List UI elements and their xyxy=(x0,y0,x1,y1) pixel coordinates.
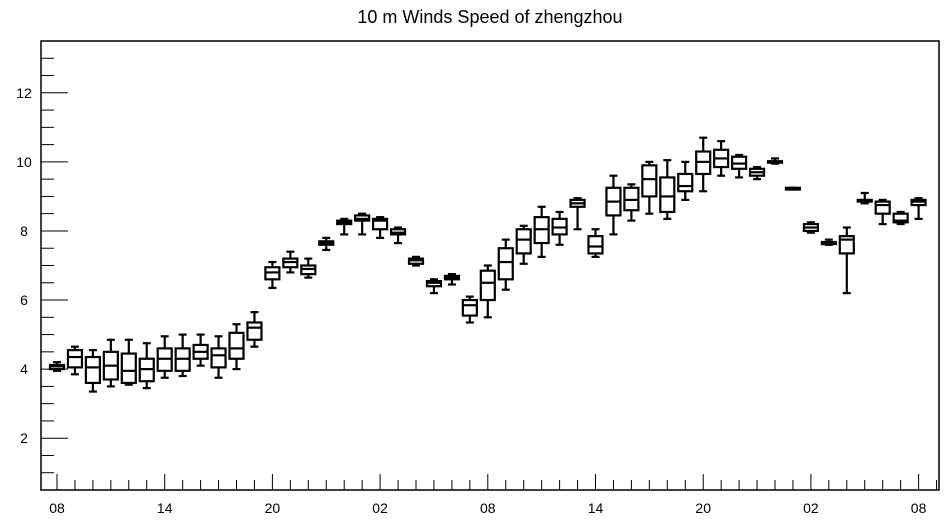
box-item xyxy=(874,198,891,226)
box-item xyxy=(336,217,353,236)
box-item xyxy=(156,335,173,379)
box-iqr xyxy=(892,212,909,224)
x-tick-label: 08 xyxy=(49,500,65,516)
box-item xyxy=(533,205,550,258)
chart-title: 10 m Winds Speed of zhengzhou xyxy=(357,7,622,27)
box-item xyxy=(623,183,640,222)
box-item xyxy=(551,210,568,246)
box-item xyxy=(730,153,748,179)
box-iqr xyxy=(210,347,227,369)
box-item xyxy=(784,186,802,191)
x-tick-label: 14 xyxy=(588,500,604,516)
y-tick-label: 12 xyxy=(16,85,32,101)
box-iqr xyxy=(641,164,658,198)
box-item xyxy=(282,250,299,274)
box-iqr xyxy=(228,331,245,360)
box-item xyxy=(479,264,496,319)
box-item xyxy=(820,238,837,246)
box-item xyxy=(695,136,712,193)
box-item xyxy=(587,228,604,258)
y-tick-label: 10 xyxy=(16,154,32,170)
x-tick-label: 20 xyxy=(695,500,711,516)
box-item xyxy=(748,165,766,181)
box-iqr xyxy=(587,235,604,255)
box-item xyxy=(407,255,425,267)
box-item xyxy=(138,342,155,390)
box-item xyxy=(66,345,84,376)
box-item xyxy=(892,210,909,226)
box-iqr xyxy=(372,217,389,231)
y-tick-label: 4 xyxy=(20,361,28,377)
x-tick-label: 08 xyxy=(480,500,496,516)
box-iqr xyxy=(120,352,137,385)
box-iqr xyxy=(659,176,676,214)
box-item xyxy=(461,295,478,324)
box-item xyxy=(48,361,66,372)
box-item xyxy=(443,273,460,286)
box-iqr xyxy=(461,298,478,317)
box-item xyxy=(246,311,263,348)
box-item xyxy=(838,226,855,295)
box-iqr xyxy=(246,321,263,341)
box-item xyxy=(515,224,532,265)
boxes-group xyxy=(48,136,927,393)
box-item xyxy=(389,226,407,245)
x-tick-label: 20 xyxy=(265,500,281,516)
y-tick-label: 8 xyxy=(20,223,28,239)
box-iqr xyxy=(677,172,694,193)
box-iqr xyxy=(497,247,514,281)
box-item xyxy=(856,191,873,205)
box-iqr xyxy=(66,349,84,369)
box-item xyxy=(264,260,281,290)
box-item xyxy=(766,157,784,165)
box-item xyxy=(372,216,389,239)
box-item xyxy=(228,323,245,371)
box-item xyxy=(605,174,622,236)
box-item xyxy=(713,140,730,177)
x-tick-label: 14 xyxy=(157,500,173,516)
box-item xyxy=(802,221,820,234)
box-item xyxy=(497,238,514,291)
box-item xyxy=(910,197,927,220)
box-iqr xyxy=(515,228,532,255)
x-axis: 08 14 20 02 08 14 20 02 08 xyxy=(49,474,938,516)
x-tick-label: 02 xyxy=(803,500,819,516)
box-item xyxy=(659,159,676,220)
box-iqr xyxy=(84,355,102,385)
box-iqr xyxy=(874,200,891,215)
box-item xyxy=(425,278,443,295)
box-item xyxy=(300,257,317,279)
box-item xyxy=(677,160,694,201)
x-tick-label: 02 xyxy=(372,500,388,516)
y-tick-label: 6 xyxy=(20,292,28,308)
y-axis: 2 4 6 8 10 12 xyxy=(16,57,68,474)
box-item xyxy=(318,236,335,252)
x-tick-label: 08 xyxy=(911,500,927,516)
box-item xyxy=(210,335,227,379)
box-item xyxy=(569,197,586,231)
box-item xyxy=(192,333,209,367)
box-item xyxy=(102,338,119,388)
box-iqr xyxy=(479,269,496,302)
box-item xyxy=(84,349,102,393)
box-item xyxy=(120,338,137,386)
box-item xyxy=(354,212,371,236)
box-item xyxy=(174,333,191,378)
y-tick-label: 2 xyxy=(20,430,28,446)
box-item xyxy=(641,160,658,215)
